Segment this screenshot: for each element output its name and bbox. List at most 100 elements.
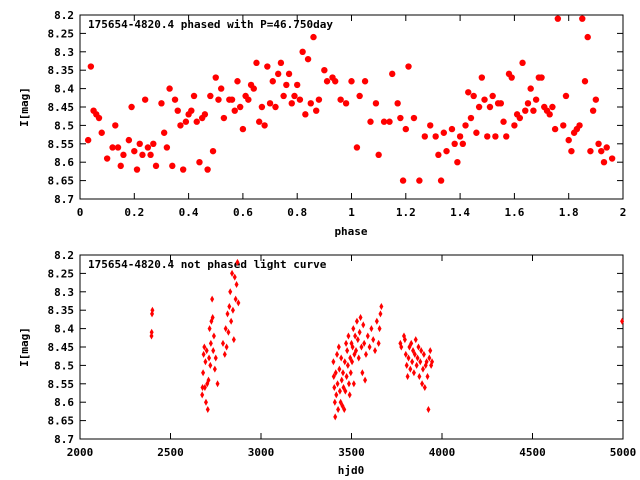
data-point [353,144,361,151]
data-point [95,114,103,122]
data-point [158,100,165,107]
data-point [226,328,231,336]
data-point [440,129,448,136]
x-tick-label: 1.8 [559,206,579,219]
y-tick-label: 8.4 [54,323,74,336]
data-point [103,155,111,162]
data-point [236,299,241,307]
data-point [351,325,356,333]
data-point [321,67,328,74]
data-point [432,133,439,140]
data-point [414,361,419,369]
y-tick-label: 8.3 [54,46,74,59]
data-point [203,358,208,366]
data-point [133,166,141,173]
data-point [333,413,338,421]
y-tick-label: 8.3 [54,286,74,299]
data-point [333,369,338,377]
data-point [406,354,411,362]
data-point [620,317,625,325]
data-point [355,336,360,344]
data-point [351,380,356,388]
data-point [365,332,370,340]
data-point [508,74,515,81]
data-point [334,391,339,399]
y-tick-label: 8.6 [54,156,74,169]
y-tick-label: 8.35 [48,64,75,77]
x-tick-label: 1.4 [450,206,470,219]
data-point [313,107,320,114]
x-tick-label: 0.2 [124,206,144,219]
data-point [208,339,213,347]
data-point [416,177,423,184]
data-point [120,151,127,159]
y-tick-label: 8.45 [48,341,75,354]
data-point [136,140,143,147]
data-point [358,314,363,322]
data-point [356,92,363,100]
data-point [430,358,435,366]
data-point [527,85,534,92]
data-point [264,63,271,70]
data-point [193,118,200,125]
data-point [210,295,215,303]
data-point [296,96,304,103]
data-point [220,339,225,347]
data-point [394,100,401,107]
data-point [109,144,116,151]
data-point [375,151,382,159]
data-point [230,306,235,314]
data-point [203,398,208,406]
data-point [357,328,362,336]
data-point [272,103,279,111]
chart-title: 175654-4820.4 phased with P=46.750day [88,18,333,31]
data-point [211,347,216,355]
data-point [177,122,184,129]
data-point [367,118,374,125]
data-point [362,339,367,347]
data-point [250,85,257,92]
data-point [331,372,336,380]
data-point [323,78,331,85]
data-point [500,118,507,125]
data-point [160,129,168,136]
data-point [225,310,230,318]
data-point [304,55,312,63]
data-point [139,151,146,159]
data-point [427,122,434,129]
data-point [524,100,532,107]
data-point [497,100,505,107]
data-point [415,354,420,362]
data-point [336,343,341,351]
data-point [402,336,407,344]
data-point [403,350,408,358]
data-point [348,369,353,377]
data-point [484,133,491,140]
data-point [310,33,317,41]
data-point [302,111,309,118]
axis-ticks: 0 0.2 0.4 0.6 0.8 1 1.2 1.4 1.6 1.8 2 8.2 8.25 8.3 8.3… [48,9,627,219]
data-point [454,159,461,166]
data-point [207,354,212,362]
data-point [373,347,378,355]
y-tick-label: 8.55 [48,378,75,391]
data-point [211,332,216,340]
y-tick-label: 8.4 [54,83,74,96]
data-point [207,325,212,333]
data-point [361,321,366,329]
data-point [291,92,298,100]
data-point [405,63,412,70]
data-point [288,100,295,107]
data-point [410,114,418,122]
data-point [112,122,119,129]
x-tick-label: 1.6 [504,206,524,219]
data-point [353,332,358,340]
data-point [222,350,227,358]
data-point [344,339,349,347]
data-point [285,70,293,78]
data-point [230,269,235,277]
data-point [190,92,198,100]
data-point [343,387,348,395]
data-point [152,162,160,170]
